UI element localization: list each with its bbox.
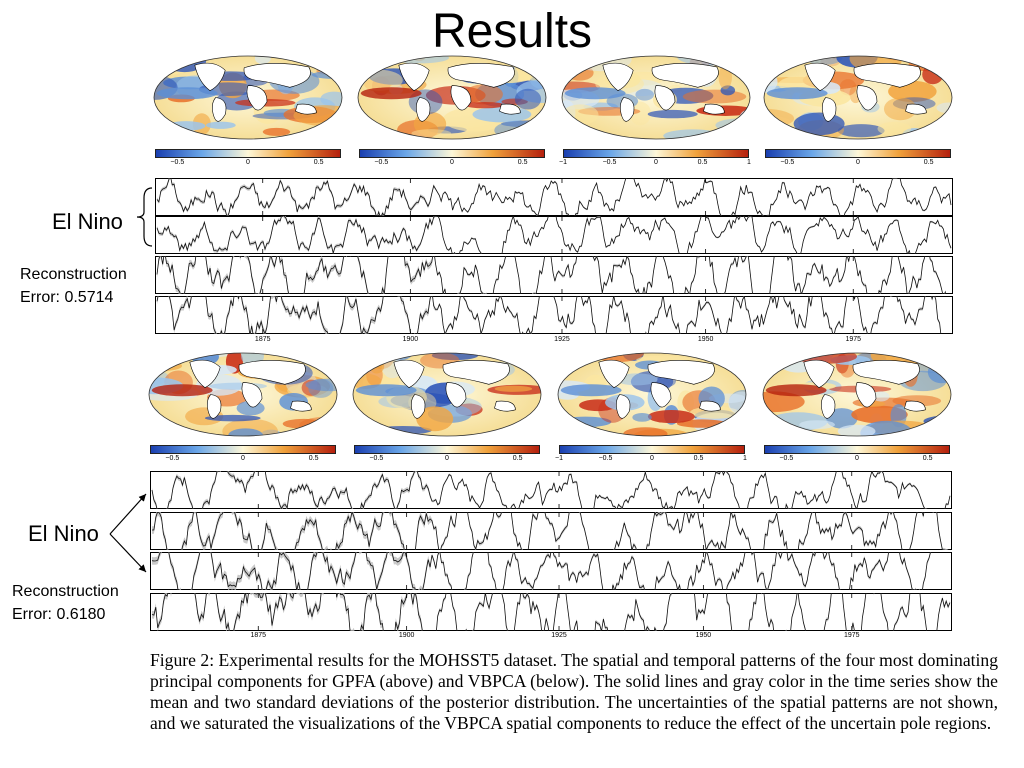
colorbar-tick-label: 0.5 [697, 159, 708, 166]
colorbar-tick-label: −0.5 [780, 159, 795, 166]
colorbar-tick-label: 0.5 [923, 159, 934, 166]
colorbar-gradient [559, 445, 745, 454]
colorbar-tick-label: 0.5 [313, 159, 324, 166]
colorbar-tick-label: 0 [450, 159, 454, 166]
time-series-panel [150, 593, 952, 631]
time-series-panel [155, 256, 953, 294]
year-tick-label: 1875 [254, 336, 271, 343]
spatial-pattern-map [357, 55, 547, 140]
gpfa-el-nino-label: El Nino [52, 209, 123, 234]
colorbar-tick-label: −0.5 [374, 159, 389, 166]
year-tick-label: 1900 [402, 336, 419, 343]
time-series-panel [155, 216, 953, 254]
colorbar-gradient [764, 445, 950, 454]
colorbar-tick-label: 0.5 [517, 159, 528, 166]
year-tick-label: 1975 [845, 336, 862, 343]
spatial-pattern-map [148, 352, 338, 437]
colorbar-tick-label: 0.5 [693, 455, 704, 462]
colorbar-tick-label: 0.5 [922, 455, 933, 462]
spatial-pattern-map [762, 352, 952, 437]
time-series-panel [150, 552, 952, 590]
colorbar-tick-label: 0 [855, 455, 859, 462]
colorbar-gradient [354, 445, 540, 454]
colorbar-tick-label: 1 [743, 455, 747, 462]
colorbar-tick-label: −0.5 [170, 159, 185, 166]
time-series-panel [150, 471, 952, 509]
colorbar-gradient [359, 149, 545, 158]
colorbar-tick-label: 0 [246, 159, 250, 166]
colorbar-tick-label: 0 [650, 455, 654, 462]
colorbar-tick-label: 0 [445, 455, 449, 462]
colorbar-tick-label: −0.5 [598, 455, 613, 462]
gpfa-brace [136, 187, 153, 247]
year-tick-label: 1900 [398, 632, 415, 639]
colorbar-tick-label: −0.5 [369, 455, 384, 462]
year-tick-label: 1950 [697, 336, 714, 343]
colorbar: −0.5 0 0.5 [764, 445, 950, 465]
year-tick-label: 1925 [551, 632, 567, 639]
colorbar-tick-label: 0 [241, 455, 245, 462]
colorbar-gradient [563, 149, 749, 158]
year-tick-label: 1925 [554, 336, 570, 343]
colorbar-gradient [150, 445, 336, 454]
year-tick-label: 1950 [695, 632, 712, 639]
colorbar-tick-label: −0.5 [779, 455, 794, 462]
colorbar: −1 −0.5 0 0.5 1 [555, 445, 747, 465]
year-tick-label: 1975 [843, 632, 860, 639]
colorbar: −0.5 0 0.5 [359, 149, 545, 169]
colorbar-tick-label: −1 [555, 455, 563, 462]
time-series-panel [155, 296, 953, 334]
vbpca-el-nino-label: El Nino [28, 521, 99, 546]
colorbar-tick-label: −1 [559, 159, 567, 166]
spatial-pattern-map [561, 55, 751, 140]
colorbar-gradient [765, 149, 951, 158]
colorbar-tick-label: 0.5 [512, 455, 523, 462]
year-tick-label: 1875 [250, 632, 267, 639]
colorbar: −0.5 0 0.5 [150, 445, 336, 465]
spatial-pattern-map [352, 352, 542, 437]
time-series-panel [155, 178, 953, 216]
spatial-pattern-map [153, 55, 343, 140]
colorbar-tick-label: −0.5 [602, 159, 617, 166]
colorbar: −0.5 0 0.5 [354, 445, 540, 465]
gpfa-recon-label: Reconstruction [20, 266, 127, 283]
colorbar-tick-label: 1 [747, 159, 751, 166]
vbpca-recon-label: Reconstruction [12, 583, 119, 600]
slide-title: Results [431, 5, 593, 58]
colorbar-gradient [155, 149, 341, 158]
colorbar: −0.5 0 0.5 [765, 149, 951, 169]
vbpca-error-label: Error: 0.6180 [12, 606, 106, 623]
colorbar-tick-label: 0.5 [308, 455, 319, 462]
colorbar: −1 −0.5 0 0.5 1 [559, 149, 751, 169]
gpfa-error-label: Error: 0.5714 [20, 289, 114, 306]
time-series-panel [150, 512, 952, 550]
figure-caption: Figure 2: Experimental results for the M… [150, 650, 998, 733]
colorbar: −0.5 0 0.5 [155, 149, 341, 169]
colorbar-tick-label: 0 [654, 159, 658, 166]
spatial-pattern-map [763, 55, 953, 140]
colorbar-tick-label: −0.5 [165, 455, 180, 462]
spatial-pattern-map [557, 352, 747, 437]
colorbar-tick-label: 0 [856, 159, 860, 166]
vbpca-arrows [109, 493, 147, 573]
